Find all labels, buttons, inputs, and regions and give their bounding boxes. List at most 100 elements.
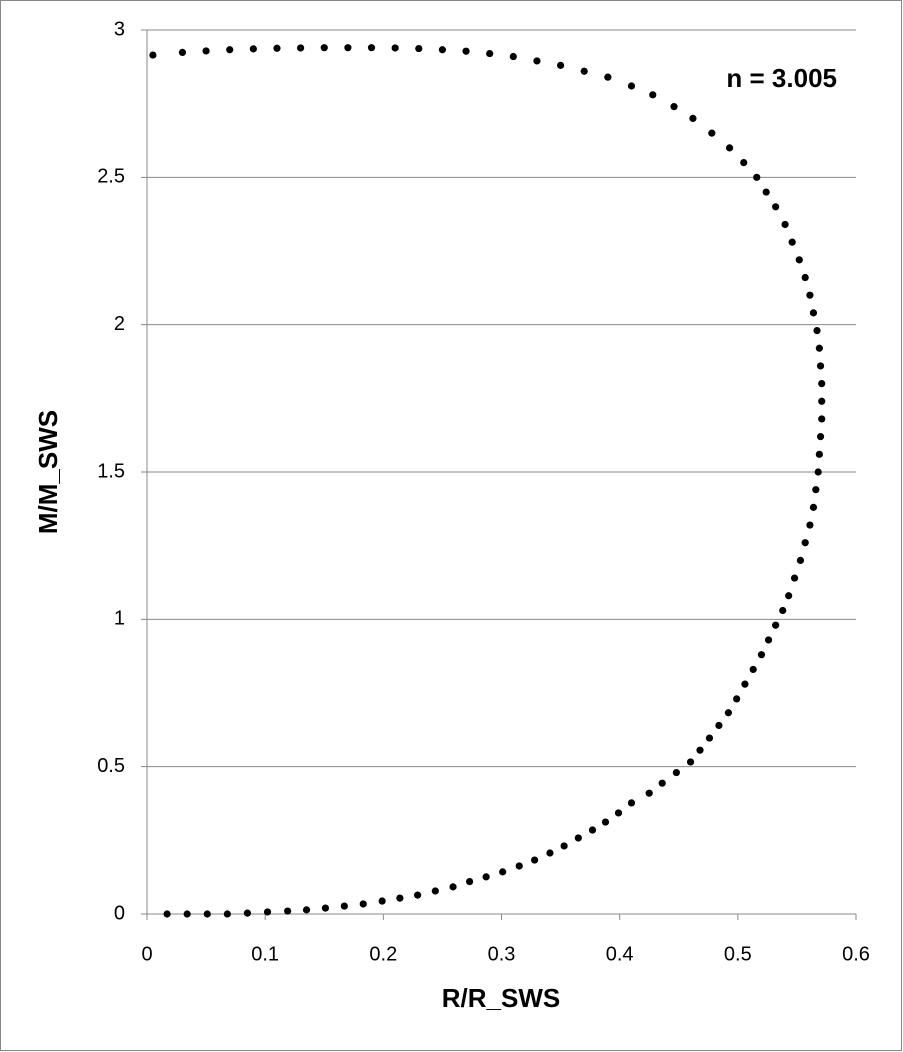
data-point bbox=[785, 592, 793, 600]
data-point bbox=[391, 44, 399, 52]
data-point bbox=[796, 556, 805, 565]
data-point bbox=[556, 61, 565, 69]
data-point bbox=[627, 82, 636, 90]
data-point bbox=[762, 188, 770, 196]
data-point bbox=[263, 908, 272, 916]
data-point bbox=[223, 910, 231, 918]
data-point bbox=[546, 849, 554, 857]
y-tick-label: 3 bbox=[114, 18, 125, 40]
data-point bbox=[588, 826, 597, 834]
x-axis-label: R/R_SWS bbox=[442, 983, 560, 1013]
data-point bbox=[779, 606, 787, 615]
data-point bbox=[340, 902, 348, 910]
data-point bbox=[740, 159, 748, 167]
data-point bbox=[509, 52, 517, 61]
data-point bbox=[243, 909, 252, 917]
data-point bbox=[741, 680, 749, 688]
data-point bbox=[320, 44, 328, 52]
x-tick-label: 0.5 bbox=[724, 943, 752, 965]
data-point bbox=[816, 433, 825, 441]
data-point bbox=[284, 907, 292, 915]
data-point bbox=[604, 73, 612, 81]
y-tick-label: 2 bbox=[114, 313, 125, 335]
data-point bbox=[809, 309, 818, 317]
x-tick-label: 0.4 bbox=[606, 943, 634, 965]
data-point bbox=[815, 344, 823, 352]
data-point bbox=[814, 468, 822, 476]
data-point bbox=[431, 887, 439, 895]
data-point bbox=[515, 862, 523, 870]
data-point bbox=[818, 380, 826, 388]
data-point bbox=[753, 173, 761, 181]
data-point bbox=[670, 103, 678, 111]
data-point bbox=[801, 273, 809, 282]
data-point bbox=[580, 67, 588, 75]
data-point bbox=[273, 44, 281, 52]
data-point bbox=[749, 665, 757, 674]
data-point bbox=[696, 746, 704, 754]
data-point bbox=[203, 910, 211, 918]
x-tick-label: 0 bbox=[141, 943, 152, 965]
data-point bbox=[725, 144, 734, 152]
data-point bbox=[499, 868, 507, 876]
y-tick-label: 1 bbox=[114, 608, 125, 630]
data-point bbox=[757, 651, 766, 659]
data-point bbox=[533, 57, 541, 65]
data-point bbox=[815, 450, 823, 458]
data-point bbox=[486, 49, 494, 58]
data-point bbox=[482, 873, 490, 881]
data-point bbox=[812, 486, 820, 494]
data-point bbox=[627, 799, 636, 807]
y-tick-label: 2.5 bbox=[97, 166, 125, 188]
y-axis-label: M/M_SWS bbox=[33, 410, 63, 534]
data-point bbox=[645, 789, 653, 797]
data-point bbox=[465, 877, 474, 886]
x-tick-label: 0.6 bbox=[842, 943, 870, 965]
data-point bbox=[574, 834, 582, 842]
data-point bbox=[226, 46, 234, 54]
x-tick-label: 0.3 bbox=[488, 943, 516, 965]
data-point bbox=[658, 779, 666, 787]
data-point bbox=[818, 397, 826, 405]
y-tick-label: 1.5 bbox=[97, 460, 125, 482]
data-point bbox=[813, 326, 821, 335]
data-point bbox=[321, 904, 330, 912]
data-point bbox=[560, 842, 568, 850]
data-point bbox=[601, 818, 610, 826]
data-point bbox=[202, 47, 210, 55]
data-point bbox=[462, 47, 470, 55]
data-point bbox=[183, 910, 191, 918]
data-point bbox=[795, 256, 803, 264]
x-tick-label: 0.2 bbox=[369, 943, 397, 965]
data-point bbox=[801, 539, 809, 547]
data-point bbox=[818, 415, 826, 423]
data-point bbox=[790, 574, 799, 582]
data-point bbox=[297, 44, 305, 52]
data-point bbox=[705, 734, 714, 742]
data-point bbox=[806, 521, 814, 529]
data-point bbox=[649, 91, 657, 99]
data-point bbox=[686, 758, 695, 766]
data-point bbox=[163, 910, 171, 918]
data-point bbox=[530, 856, 539, 864]
data-point bbox=[449, 883, 457, 891]
data-point bbox=[438, 46, 447, 54]
data-point bbox=[816, 362, 825, 370]
data-point bbox=[781, 220, 789, 229]
data-point bbox=[672, 768, 680, 777]
data-point bbox=[788, 238, 796, 246]
data-point bbox=[614, 809, 623, 817]
data-point bbox=[378, 897, 386, 905]
data-point bbox=[149, 51, 157, 59]
data-point bbox=[772, 621, 780, 629]
data-point bbox=[344, 44, 352, 52]
data-point bbox=[733, 695, 741, 703]
data-point bbox=[302, 906, 311, 914]
x-tick-label: 0.1 bbox=[251, 943, 279, 965]
data-point bbox=[764, 636, 773, 644]
data-point bbox=[806, 291, 814, 299]
data-point bbox=[367, 44, 376, 52]
data-point bbox=[359, 900, 367, 908]
data-point bbox=[249, 45, 257, 53]
